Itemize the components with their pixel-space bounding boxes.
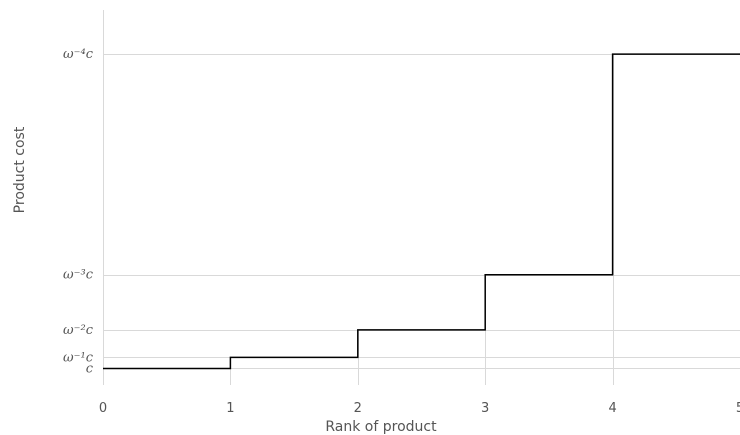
x-tick-label: 5 <box>736 401 740 416</box>
x-tick-label: 0 <box>99 401 107 416</box>
series-step-line <box>103 53 740 370</box>
gridlines <box>103 54 740 385</box>
x-tick-label: 2 <box>354 401 362 416</box>
x-axis-title: Rank of product <box>325 419 437 435</box>
x-tick-label: 3 <box>481 401 489 416</box>
y-tick-label: ω⁻²c <box>63 323 94 338</box>
y-tick-label: ω⁻¹c <box>63 350 94 365</box>
x-tick-label: 1 <box>226 401 234 416</box>
y-tick-label: ω⁻⁴c <box>63 47 94 62</box>
y-tick-labels: cω⁻¹c ω⁻²c ω⁻³c ω⁻⁴c <box>63 47 94 376</box>
x-tick-labels: 0 1 2 3 4 5 <box>99 401 740 416</box>
x-tick-label: 4 <box>608 401 616 416</box>
y-axis-title: Product cost <box>12 126 28 213</box>
series-layer <box>103 53 740 370</box>
y-tick-label: c <box>86 361 94 376</box>
y-tick-label: ω⁻³c <box>63 268 94 283</box>
